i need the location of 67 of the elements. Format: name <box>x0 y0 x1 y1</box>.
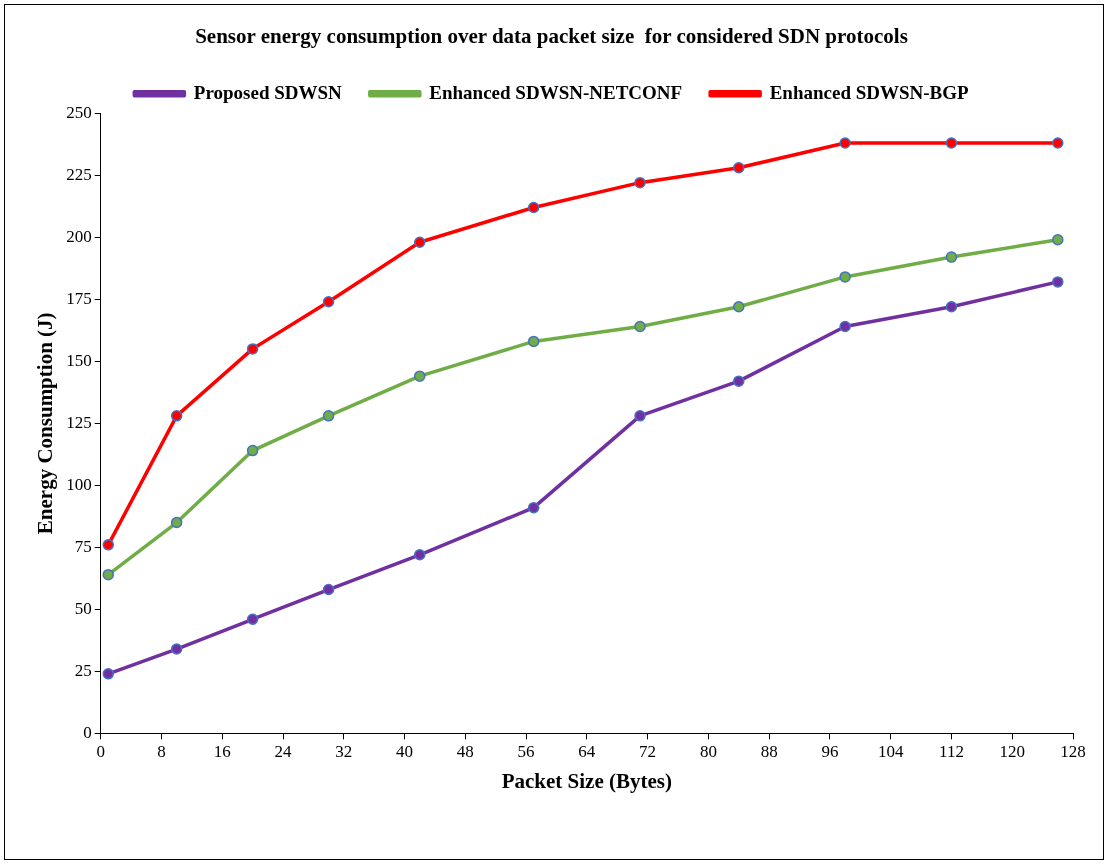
x-tick-label: 32 <box>335 742 353 762</box>
point <box>1052 276 1064 288</box>
y-tick-label: 75 <box>74 536 92 556</box>
point <box>839 271 851 283</box>
x-tick-label: 128 <box>1060 742 1086 762</box>
point <box>839 137 851 149</box>
point <box>170 643 183 655</box>
point <box>102 668 115 680</box>
point <box>246 444 259 457</box>
x-tick-label: 56 <box>517 742 535 762</box>
y-tick-label: 0 <box>83 722 92 742</box>
x-tick-label: 40 <box>396 742 414 762</box>
point <box>102 539 115 551</box>
point <box>634 320 646 333</box>
point <box>102 568 115 581</box>
chart-title: Sensor energy consumption over data packet size for considered SDN protocols <box>195 24 908 49</box>
point <box>527 201 540 214</box>
legend-label: Enhanced SDWSN-NETCONF <box>429 81 683 103</box>
point <box>634 410 646 422</box>
legend-label: Proposed SDWSN <box>193 81 343 103</box>
x-tick-label: 104 <box>877 742 904 762</box>
x-tick-label: 16 <box>213 742 231 762</box>
point <box>413 236 426 248</box>
x-tick-label: 48 <box>456 742 474 762</box>
x-tick-label: 120 <box>999 742 1025 762</box>
point <box>170 410 183 422</box>
point <box>527 501 540 514</box>
y-tick-label: 200 <box>66 226 92 246</box>
y-tick-label: 225 <box>66 164 92 184</box>
point <box>246 343 259 355</box>
x-axis-title: Packet Size (Bytes) <box>501 768 672 793</box>
x-tick-label: 72 <box>639 742 657 762</box>
point <box>733 375 745 387</box>
x-tick-label: 96 <box>821 742 839 762</box>
point <box>170 516 183 529</box>
y-tick-label: 175 <box>66 288 92 308</box>
y-tick-label: 250 <box>66 102 92 122</box>
point <box>527 335 540 348</box>
y-tick-label: 25 <box>74 660 92 680</box>
point <box>322 583 335 596</box>
point <box>413 370 426 382</box>
x-tick-label: 80 <box>699 742 717 762</box>
x-tick-label: 0 <box>96 742 105 762</box>
point <box>945 300 958 313</box>
y-tick-label: 125 <box>66 412 92 432</box>
point <box>413 549 426 561</box>
point <box>1052 137 1064 149</box>
point <box>1052 233 1064 246</box>
point <box>246 613 259 626</box>
x-tick-label: 88 <box>760 742 778 762</box>
point <box>634 176 646 189</box>
point <box>839 320 851 333</box>
x-tick-label: 112 <box>939 742 964 762</box>
point <box>733 300 745 313</box>
y-tick-label: 150 <box>66 350 92 370</box>
point <box>322 295 335 308</box>
point <box>733 162 745 174</box>
y-tick-label: 100 <box>66 474 92 494</box>
y-axis-title: Energy Consumption (J) <box>33 312 58 535</box>
y-tick-label: 50 <box>74 598 92 618</box>
legend-label: Enhanced SDWSN-BGP <box>769 81 970 103</box>
x-tick-label: 64 <box>578 742 596 762</box>
x-tick-label: 24 <box>274 742 293 762</box>
point <box>945 137 958 149</box>
point <box>945 251 958 263</box>
x-tick-label: 8 <box>157 742 166 762</box>
point <box>322 410 335 422</box>
